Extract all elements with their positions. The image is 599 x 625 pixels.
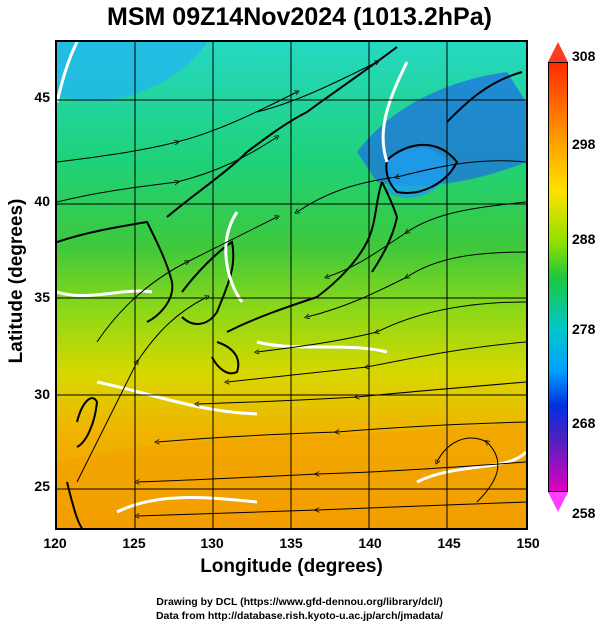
x-tick-150: 150 — [516, 535, 540, 551]
map-title: MSM 09Z14Nov2024 (1013.2hPa) — [107, 3, 492, 31]
colorbar-label-298: 298 — [572, 136, 596, 152]
y-tick-25: 25 — [34, 478, 50, 494]
colorbar-label-258: 258 — [572, 505, 596, 521]
map-svg — [57, 42, 526, 528]
x-axis-label: Longitude (degrees) — [200, 556, 383, 577]
y-tick-45: 45 — [34, 89, 50, 105]
colorbar-label-278: 278 — [572, 321, 596, 337]
x-tick-135: 135 — [279, 535, 303, 551]
x-tick-120: 120 — [43, 535, 67, 551]
colorbar-label-268: 268 — [572, 415, 596, 431]
colorbar — [548, 62, 568, 492]
colorbar-top-arrow — [548, 42, 568, 62]
x-tick-145: 145 — [437, 535, 461, 551]
colorbar-label-288: 288 — [572, 231, 596, 247]
x-tick-140: 140 — [358, 535, 382, 551]
map-plot-area — [55, 40, 528, 530]
wind-streamlines — [57, 62, 526, 516]
lat-lon-grid — [57, 42, 526, 528]
y-tick-30: 30 — [34, 386, 50, 402]
y-axis-label: Latitude (degrees) — [6, 198, 27, 364]
y-tick-35: 35 — [34, 289, 50, 305]
colorbar-label-308: 308 — [572, 48, 596, 64]
credit-data: Data from http://database.rish.kyoto-u.a… — [155, 610, 444, 622]
x-tick-125: 125 — [122, 535, 146, 551]
credit-drawing: Drawing by DCL (https://www.gfd-dennou.o… — [156, 596, 443, 608]
x-tick-130: 130 — [200, 535, 224, 551]
colorbar-bottom-arrow — [548, 492, 568, 512]
y-tick-40: 40 — [34, 193, 50, 209]
cold-region-northwest — [57, 42, 207, 102]
